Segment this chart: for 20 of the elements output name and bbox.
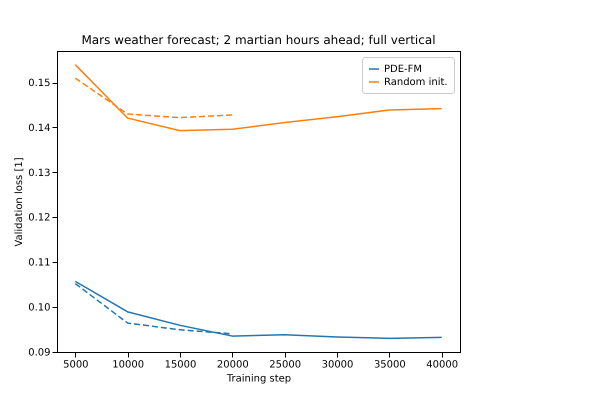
chart-title: Mars weather forecast; 2 martian hours ahead; full vertical (81, 33, 436, 47)
x-axis-title: Training step (226, 374, 292, 384)
x-tick-label: 20000 (216, 360, 249, 370)
y-tick-label: 0.12 (28, 212, 50, 224)
legend-label: PDE-FM (384, 64, 422, 75)
x-tick-label: 5000 (63, 360, 89, 370)
y-tick-label: 0.15 (28, 78, 50, 90)
x-tick-label: 25000 (269, 360, 302, 370)
x-tick-label: 30000 (322, 360, 354, 370)
x-tick-label: 35000 (374, 360, 406, 370)
y-tick-label: 0.14 (28, 122, 50, 134)
x-tick-label: 10000 (112, 360, 144, 370)
x-tick-label: 40000 (426, 360, 458, 370)
legend-label: Random init. (384, 77, 448, 88)
y-tick-label: 0.13 (28, 168, 50, 179)
y-tick-label: 0.10 (28, 302, 50, 314)
y-tick-label: 0.09 (28, 347, 50, 358)
y-axis-title: Validation loss [1] (14, 157, 26, 247)
y-tick-label: 0.11 (28, 258, 50, 269)
x-tick-label: 15000 (164, 360, 196, 370)
